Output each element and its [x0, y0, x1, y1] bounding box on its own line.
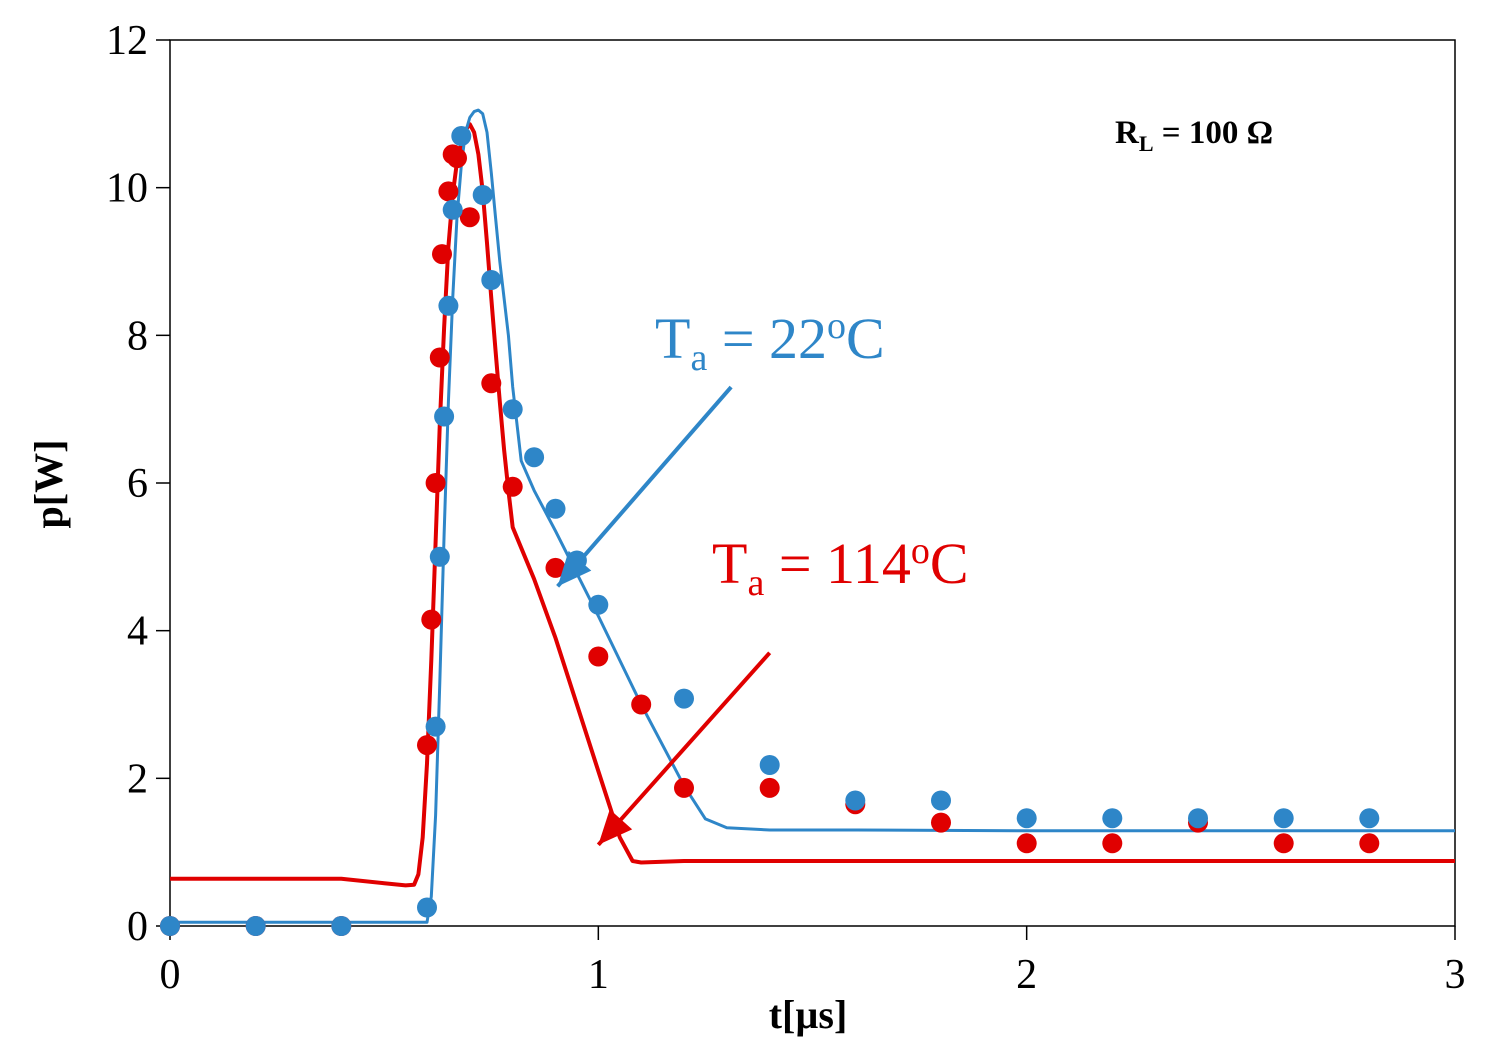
- scatter-point: [1273, 833, 1294, 854]
- x-tick-label: 2: [1016, 952, 1037, 998]
- y-tick-label: 6: [127, 461, 148, 507]
- x-tick-label: 3: [1445, 952, 1466, 998]
- scatter-point: [759, 755, 780, 775]
- scatter-point: [481, 270, 502, 290]
- y-tick-label: 0: [127, 904, 148, 950]
- red-series-label: Ta = 114oC: [712, 530, 969, 604]
- scatter-point: [421, 609, 442, 630]
- scatter-point: [502, 399, 523, 420]
- scatter-point: [417, 735, 437, 756]
- scatter-point: [331, 916, 352, 936]
- scatter-point: [438, 295, 459, 316]
- red-arrow-head: [598, 809, 633, 845]
- scatter-point: [472, 185, 493, 205]
- annotation-arrows: [556, 385, 772, 847]
- y-axis-title: p[W]: [26, 440, 71, 529]
- series-line: [170, 108, 1455, 924]
- scatter-point: [545, 557, 566, 578]
- scatter-point: [438, 181, 459, 202]
- scatter-point: [674, 777, 694, 798]
- scatter-point: [451, 126, 472, 146]
- scatter-point: [1359, 808, 1380, 829]
- scatter-point: [674, 688, 694, 709]
- scatter-point: [1102, 808, 1123, 829]
- scatter-point: [545, 498, 566, 519]
- red-arrow-shaft: [596, 651, 772, 847]
- scatter-point: [588, 646, 609, 667]
- scatter-point: [481, 373, 502, 394]
- scatter-point: [447, 148, 467, 169]
- scatter-point: [429, 546, 450, 567]
- scatter-point: [1016, 808, 1037, 829]
- scatter-point: [631, 694, 652, 715]
- y-tick-label: 12: [106, 18, 148, 64]
- blue-arrow-head: [557, 550, 592, 587]
- y-tick-label: 10: [106, 166, 148, 212]
- y-tick-label: 8: [127, 313, 148, 359]
- x-tick-label: 1: [588, 952, 609, 998]
- scatter-point: [524, 447, 545, 468]
- scatter-point: [417, 897, 437, 918]
- scatter-point: [160, 916, 180, 936]
- resistance-label: RL = 100 Ω: [1115, 115, 1273, 156]
- scatter-point: [1016, 833, 1037, 854]
- scatter-point: [502, 476, 523, 497]
- scatter-point: [931, 812, 951, 833]
- x-axis-title: t[µs]: [769, 992, 848, 1037]
- blue-series-label: Ta = 22oC: [655, 305, 885, 379]
- y-tick-label: 4: [127, 609, 148, 655]
- scatter-point: [434, 406, 455, 427]
- scatter-point: [459, 207, 480, 228]
- y-tick-label: 2: [127, 756, 148, 802]
- scatter-point: [931, 790, 951, 811]
- scatter-point: [1273, 808, 1294, 829]
- scatter-point: [442, 199, 463, 220]
- scatter-point: [588, 594, 609, 615]
- scatter-point: [845, 790, 866, 811]
- series-group: [160, 108, 1455, 936]
- scatter-point: [1359, 833, 1380, 854]
- scatter-point: [432, 244, 452, 265]
- plot-frame: [169, 39, 1456, 927]
- scatter-point: [759, 777, 780, 798]
- x-tick-label: 0: [160, 952, 181, 998]
- scatter-point: [429, 347, 450, 368]
- blue-arrow-shaft: [556, 385, 733, 588]
- scatter-point: [425, 473, 446, 493]
- scatter-point: [1188, 808, 1208, 829]
- series-line: [170, 122, 1455, 888]
- scatter-point: [1102, 833, 1123, 854]
- scatter-point: [245, 916, 266, 936]
- scatter-point: [425, 716, 446, 737]
